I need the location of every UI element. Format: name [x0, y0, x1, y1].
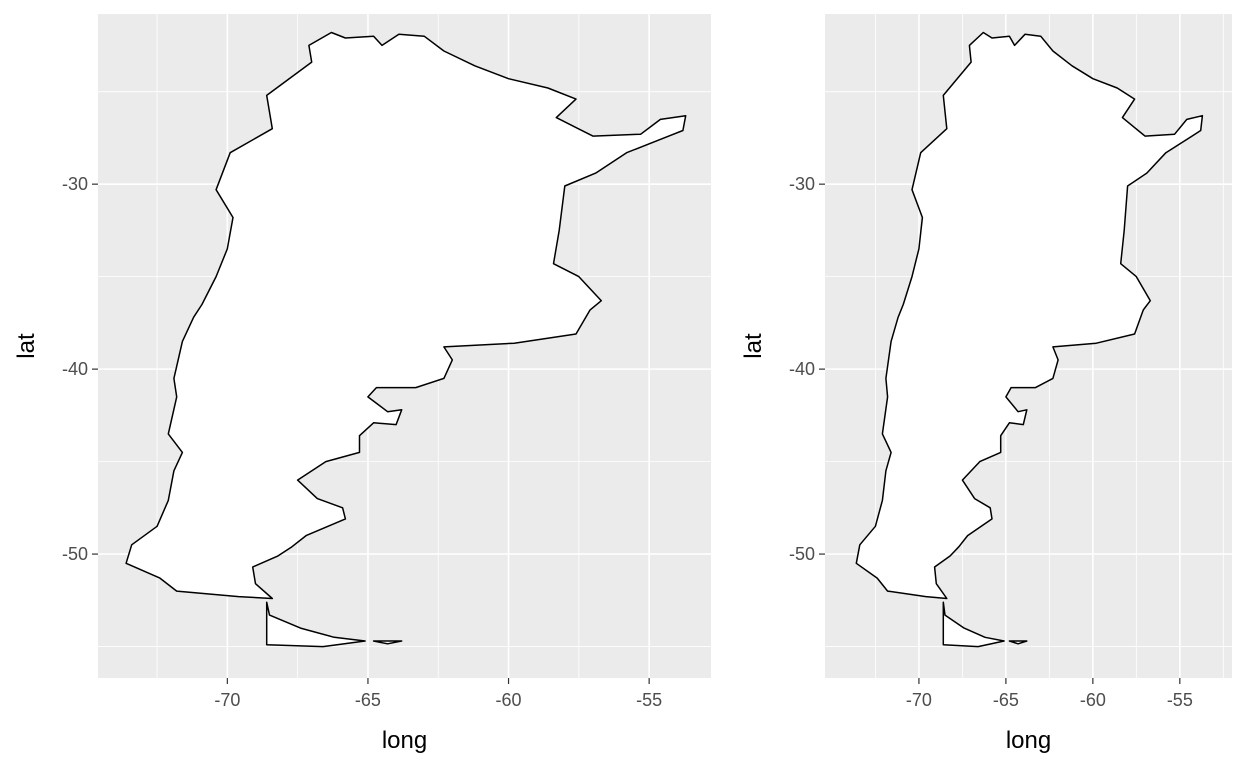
region-outline-tierra-del-fuego: [265, 601, 366, 648]
region-outline-tierra-del-fuego: [942, 601, 1005, 648]
x-axis-title: long: [382, 727, 427, 754]
x-tick-label: -55: [636, 690, 662, 710]
y-axis-title: lat: [13, 333, 40, 359]
region-outline-mainland: [855, 31, 1204, 600]
y-axis-title: lat: [740, 333, 767, 359]
region-outline-mainland: [125, 31, 687, 600]
x-axis-title: long: [1006, 727, 1051, 754]
y-tick-label: -30: [62, 174, 88, 194]
y-tick-label: -50: [62, 544, 88, 564]
x-tick-label: -60: [1080, 690, 1106, 710]
y-tick-label: -40: [62, 359, 88, 379]
region-outline-isla-de-los-estados: [1008, 640, 1028, 645]
map-panel-right: -70 -65 -60 -55 -30 -40 -50 long lat: [740, 14, 1232, 754]
x-tick-label: -60: [496, 690, 522, 710]
y-tick-label: -40: [789, 359, 815, 379]
region-outline-isla-de-los-estados: [372, 640, 403, 645]
x-tick-label: -55: [1167, 690, 1193, 710]
y-tick-label: -30: [789, 174, 815, 194]
y-tick-label: -50: [789, 544, 815, 564]
x-tick-label: -70: [906, 690, 932, 710]
x-tick-label: -70: [214, 690, 240, 710]
x-tick-label: -65: [355, 690, 381, 710]
x-tick-label: -65: [993, 690, 1019, 710]
map-panel-left: -70 -65 -60 -55 -30 -40 -50 long lat: [13, 14, 711, 754]
